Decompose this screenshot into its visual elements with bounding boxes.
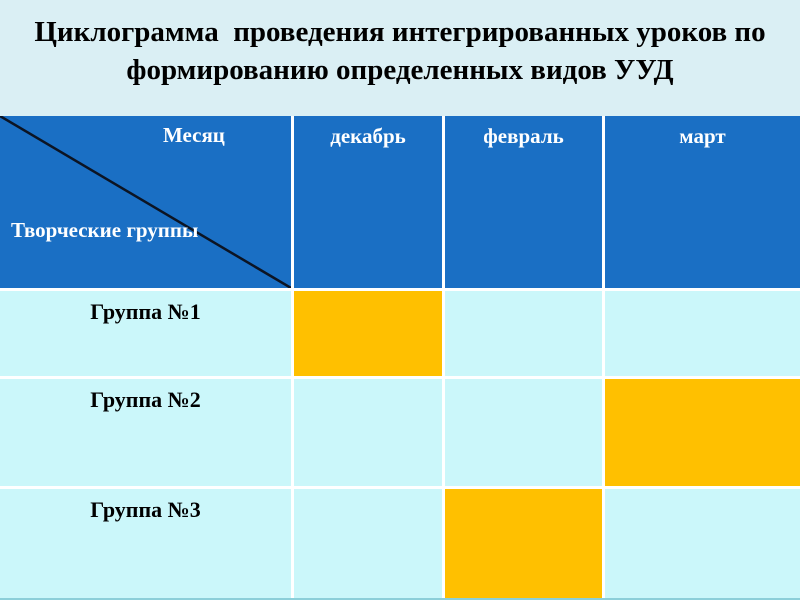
corner-groups-label: Творческие группы [11, 218, 199, 242]
cell-group-3-december [294, 489, 442, 600]
cell-group-2-march [605, 379, 800, 486]
cell-group-1-december [294, 291, 442, 376]
cell-group-3-february [445, 489, 602, 600]
column-header-march: март [605, 116, 800, 288]
slide-title: Циклограмма проведения интегрированных у… [0, 13, 800, 89]
corner-month-label: Месяц [163, 123, 225, 147]
column-header-february: февраль [445, 116, 602, 288]
cell-group-3-march [605, 489, 800, 600]
row-label-group-3: Группа №3 [0, 489, 291, 600]
row-label-group-2: Группа №2 [0, 379, 291, 486]
table-corner-cell: Месяц Творческие группы [0, 116, 291, 288]
diagonal-divider-line [0, 116, 291, 288]
cell-group-2-december [294, 379, 442, 486]
cell-group-1-march [605, 291, 800, 376]
cell-group-2-february [445, 379, 602, 486]
row-label-group-1: Группа №1 [0, 291, 291, 376]
cyclogram-table: Месяц Творческие группы декабрь февраль … [0, 116, 800, 600]
slide-title-line-2: формированию определенных видов УУД [126, 54, 674, 86]
slide-title-line-1: Циклограмма проведения интегрированных у… [34, 16, 766, 48]
slide-bottom-edge [0, 598, 800, 600]
cell-group-1-february [445, 291, 602, 376]
column-header-december: декабрь [294, 116, 442, 288]
